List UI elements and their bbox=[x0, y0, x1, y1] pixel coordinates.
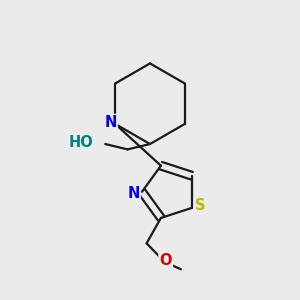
Text: S: S bbox=[195, 198, 205, 213]
Text: O: O bbox=[159, 254, 172, 268]
Text: N: N bbox=[104, 115, 117, 130]
Text: N: N bbox=[128, 186, 140, 201]
Text: HO: HO bbox=[69, 135, 94, 150]
